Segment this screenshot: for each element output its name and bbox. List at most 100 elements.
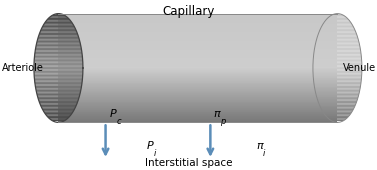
Polygon shape xyxy=(315,46,360,48)
Polygon shape xyxy=(58,14,337,15)
Polygon shape xyxy=(58,62,337,63)
Polygon shape xyxy=(314,80,361,82)
Polygon shape xyxy=(58,114,337,115)
Polygon shape xyxy=(323,22,351,23)
Polygon shape xyxy=(314,82,361,83)
Polygon shape xyxy=(318,102,357,103)
Polygon shape xyxy=(58,121,337,122)
Polygon shape xyxy=(37,41,80,42)
Polygon shape xyxy=(35,83,82,84)
Polygon shape xyxy=(313,64,362,65)
Polygon shape xyxy=(58,60,337,61)
Polygon shape xyxy=(58,26,337,27)
Polygon shape xyxy=(39,102,78,103)
Polygon shape xyxy=(58,50,337,51)
Polygon shape xyxy=(58,93,337,94)
Polygon shape xyxy=(58,28,337,29)
Polygon shape xyxy=(313,71,362,72)
Polygon shape xyxy=(34,67,83,68)
Polygon shape xyxy=(58,21,337,22)
Text: P: P xyxy=(109,109,116,119)
Polygon shape xyxy=(37,92,80,94)
Polygon shape xyxy=(332,14,343,15)
Polygon shape xyxy=(58,117,337,118)
Polygon shape xyxy=(40,103,77,105)
Polygon shape xyxy=(44,23,73,24)
Polygon shape xyxy=(323,112,352,113)
Polygon shape xyxy=(58,27,337,28)
Polygon shape xyxy=(314,48,360,49)
Polygon shape xyxy=(315,90,360,91)
Polygon shape xyxy=(314,50,361,52)
Polygon shape xyxy=(315,45,360,46)
Polygon shape xyxy=(36,44,81,45)
Polygon shape xyxy=(36,90,81,91)
Polygon shape xyxy=(58,57,337,58)
Polygon shape xyxy=(314,54,361,56)
Polygon shape xyxy=(58,71,337,72)
Polygon shape xyxy=(58,86,337,87)
Polygon shape xyxy=(58,109,337,110)
Polygon shape xyxy=(58,103,337,104)
Polygon shape xyxy=(39,34,78,35)
Polygon shape xyxy=(330,120,345,121)
Polygon shape xyxy=(327,18,348,19)
Polygon shape xyxy=(58,15,337,16)
Polygon shape xyxy=(37,42,80,44)
Polygon shape xyxy=(314,84,361,86)
Polygon shape xyxy=(58,67,337,68)
Polygon shape xyxy=(58,41,337,42)
Polygon shape xyxy=(58,24,337,25)
Polygon shape xyxy=(58,18,337,19)
Polygon shape xyxy=(313,69,362,71)
Polygon shape xyxy=(321,26,354,27)
Polygon shape xyxy=(317,37,358,38)
Polygon shape xyxy=(313,58,362,60)
Polygon shape xyxy=(58,111,337,112)
Polygon shape xyxy=(314,52,361,53)
Polygon shape xyxy=(58,104,337,105)
Polygon shape xyxy=(317,35,357,37)
Text: π: π xyxy=(256,141,263,151)
Polygon shape xyxy=(58,63,337,64)
Polygon shape xyxy=(58,119,337,120)
Polygon shape xyxy=(48,117,69,118)
Polygon shape xyxy=(323,23,352,24)
Polygon shape xyxy=(58,81,337,82)
Polygon shape xyxy=(41,107,75,109)
Polygon shape xyxy=(38,99,78,101)
Polygon shape xyxy=(313,67,362,68)
Polygon shape xyxy=(34,61,83,63)
Polygon shape xyxy=(35,48,81,49)
Polygon shape xyxy=(319,31,356,33)
Polygon shape xyxy=(58,54,337,55)
Polygon shape xyxy=(316,41,359,42)
Polygon shape xyxy=(313,75,362,76)
Polygon shape xyxy=(58,98,337,99)
Polygon shape xyxy=(58,44,337,45)
Polygon shape xyxy=(323,113,351,114)
Polygon shape xyxy=(58,70,337,71)
Polygon shape xyxy=(314,83,361,84)
Polygon shape xyxy=(314,86,360,87)
Polygon shape xyxy=(38,38,79,39)
Polygon shape xyxy=(58,116,337,117)
Polygon shape xyxy=(41,27,75,29)
Polygon shape xyxy=(58,90,337,91)
Polygon shape xyxy=(34,73,83,75)
Polygon shape xyxy=(319,105,356,106)
Polygon shape xyxy=(34,69,83,71)
Polygon shape xyxy=(58,65,337,66)
Polygon shape xyxy=(35,52,82,53)
Polygon shape xyxy=(327,117,348,118)
Polygon shape xyxy=(58,74,337,75)
Polygon shape xyxy=(58,43,337,44)
Polygon shape xyxy=(58,95,337,96)
Polygon shape xyxy=(314,49,360,50)
Polygon shape xyxy=(58,23,337,24)
Polygon shape xyxy=(58,96,337,97)
Polygon shape xyxy=(320,106,355,107)
Polygon shape xyxy=(58,19,337,20)
Polygon shape xyxy=(58,36,337,37)
Polygon shape xyxy=(38,35,78,37)
